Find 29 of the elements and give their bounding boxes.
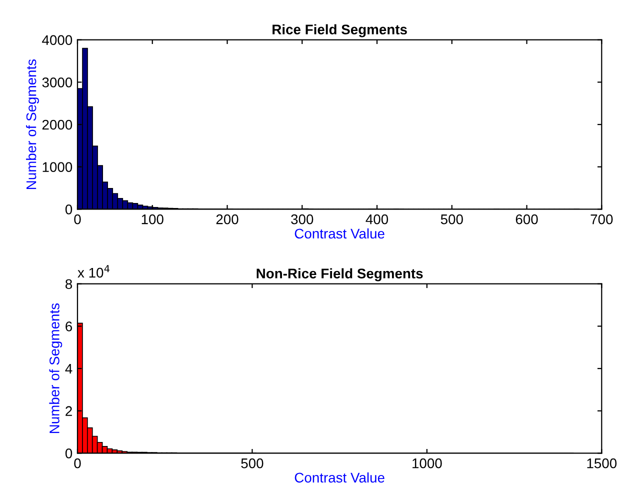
y-tick-label: 2000 — [42, 120, 72, 130]
x-tick-label: 0 — [74, 458, 81, 468]
y-axis-title: Number of Segments — [49, 303, 62, 433]
y-tick-label: 8 — [66, 279, 72, 290]
x-tick-label: 300 — [291, 214, 314, 224]
y-axis-title: Number of Segments — [26, 59, 39, 189]
y-tick-label: 6 — [66, 322, 72, 332]
y-tick-label: 0 — [65, 204, 72, 214]
text: x 10$^{4}$ — [78, 265, 110, 278]
x-tick-label: 600 — [516, 214, 538, 224]
x-tick-label: 500 — [440, 214, 463, 224]
x-axis-title: Contrast Value — [294, 228, 384, 239]
x-tick-label: 0 — [74, 214, 81, 224]
x-tick-label: 100 — [142, 214, 164, 224]
x-tick-label: 400 — [366, 214, 388, 224]
x-tick-label: 700 — [590, 214, 613, 224]
y-tick-label: 1000 — [42, 162, 72, 172]
chart-title: Non-Rice Field Segments — [256, 268, 423, 282]
y-tick-label: 4000 — [42, 35, 72, 46]
y-tick-label: 4 — [65, 364, 72, 374]
x-tick-label: 200 — [216, 214, 238, 224]
chart-title: Rice Field Segments — [272, 24, 407, 38]
x-tick-label: 1500 — [587, 458, 617, 468]
y-tick-label: 2 — [66, 406, 72, 416]
x-tick-label: 1000 — [412, 458, 442, 468]
x-tick-label: 500 — [241, 458, 264, 468]
y-tick-label: 3000 — [42, 78, 72, 88]
x-axis-title: Contrast Value — [294, 472, 384, 483]
y-tick-label: 0 — [65, 448, 72, 458]
